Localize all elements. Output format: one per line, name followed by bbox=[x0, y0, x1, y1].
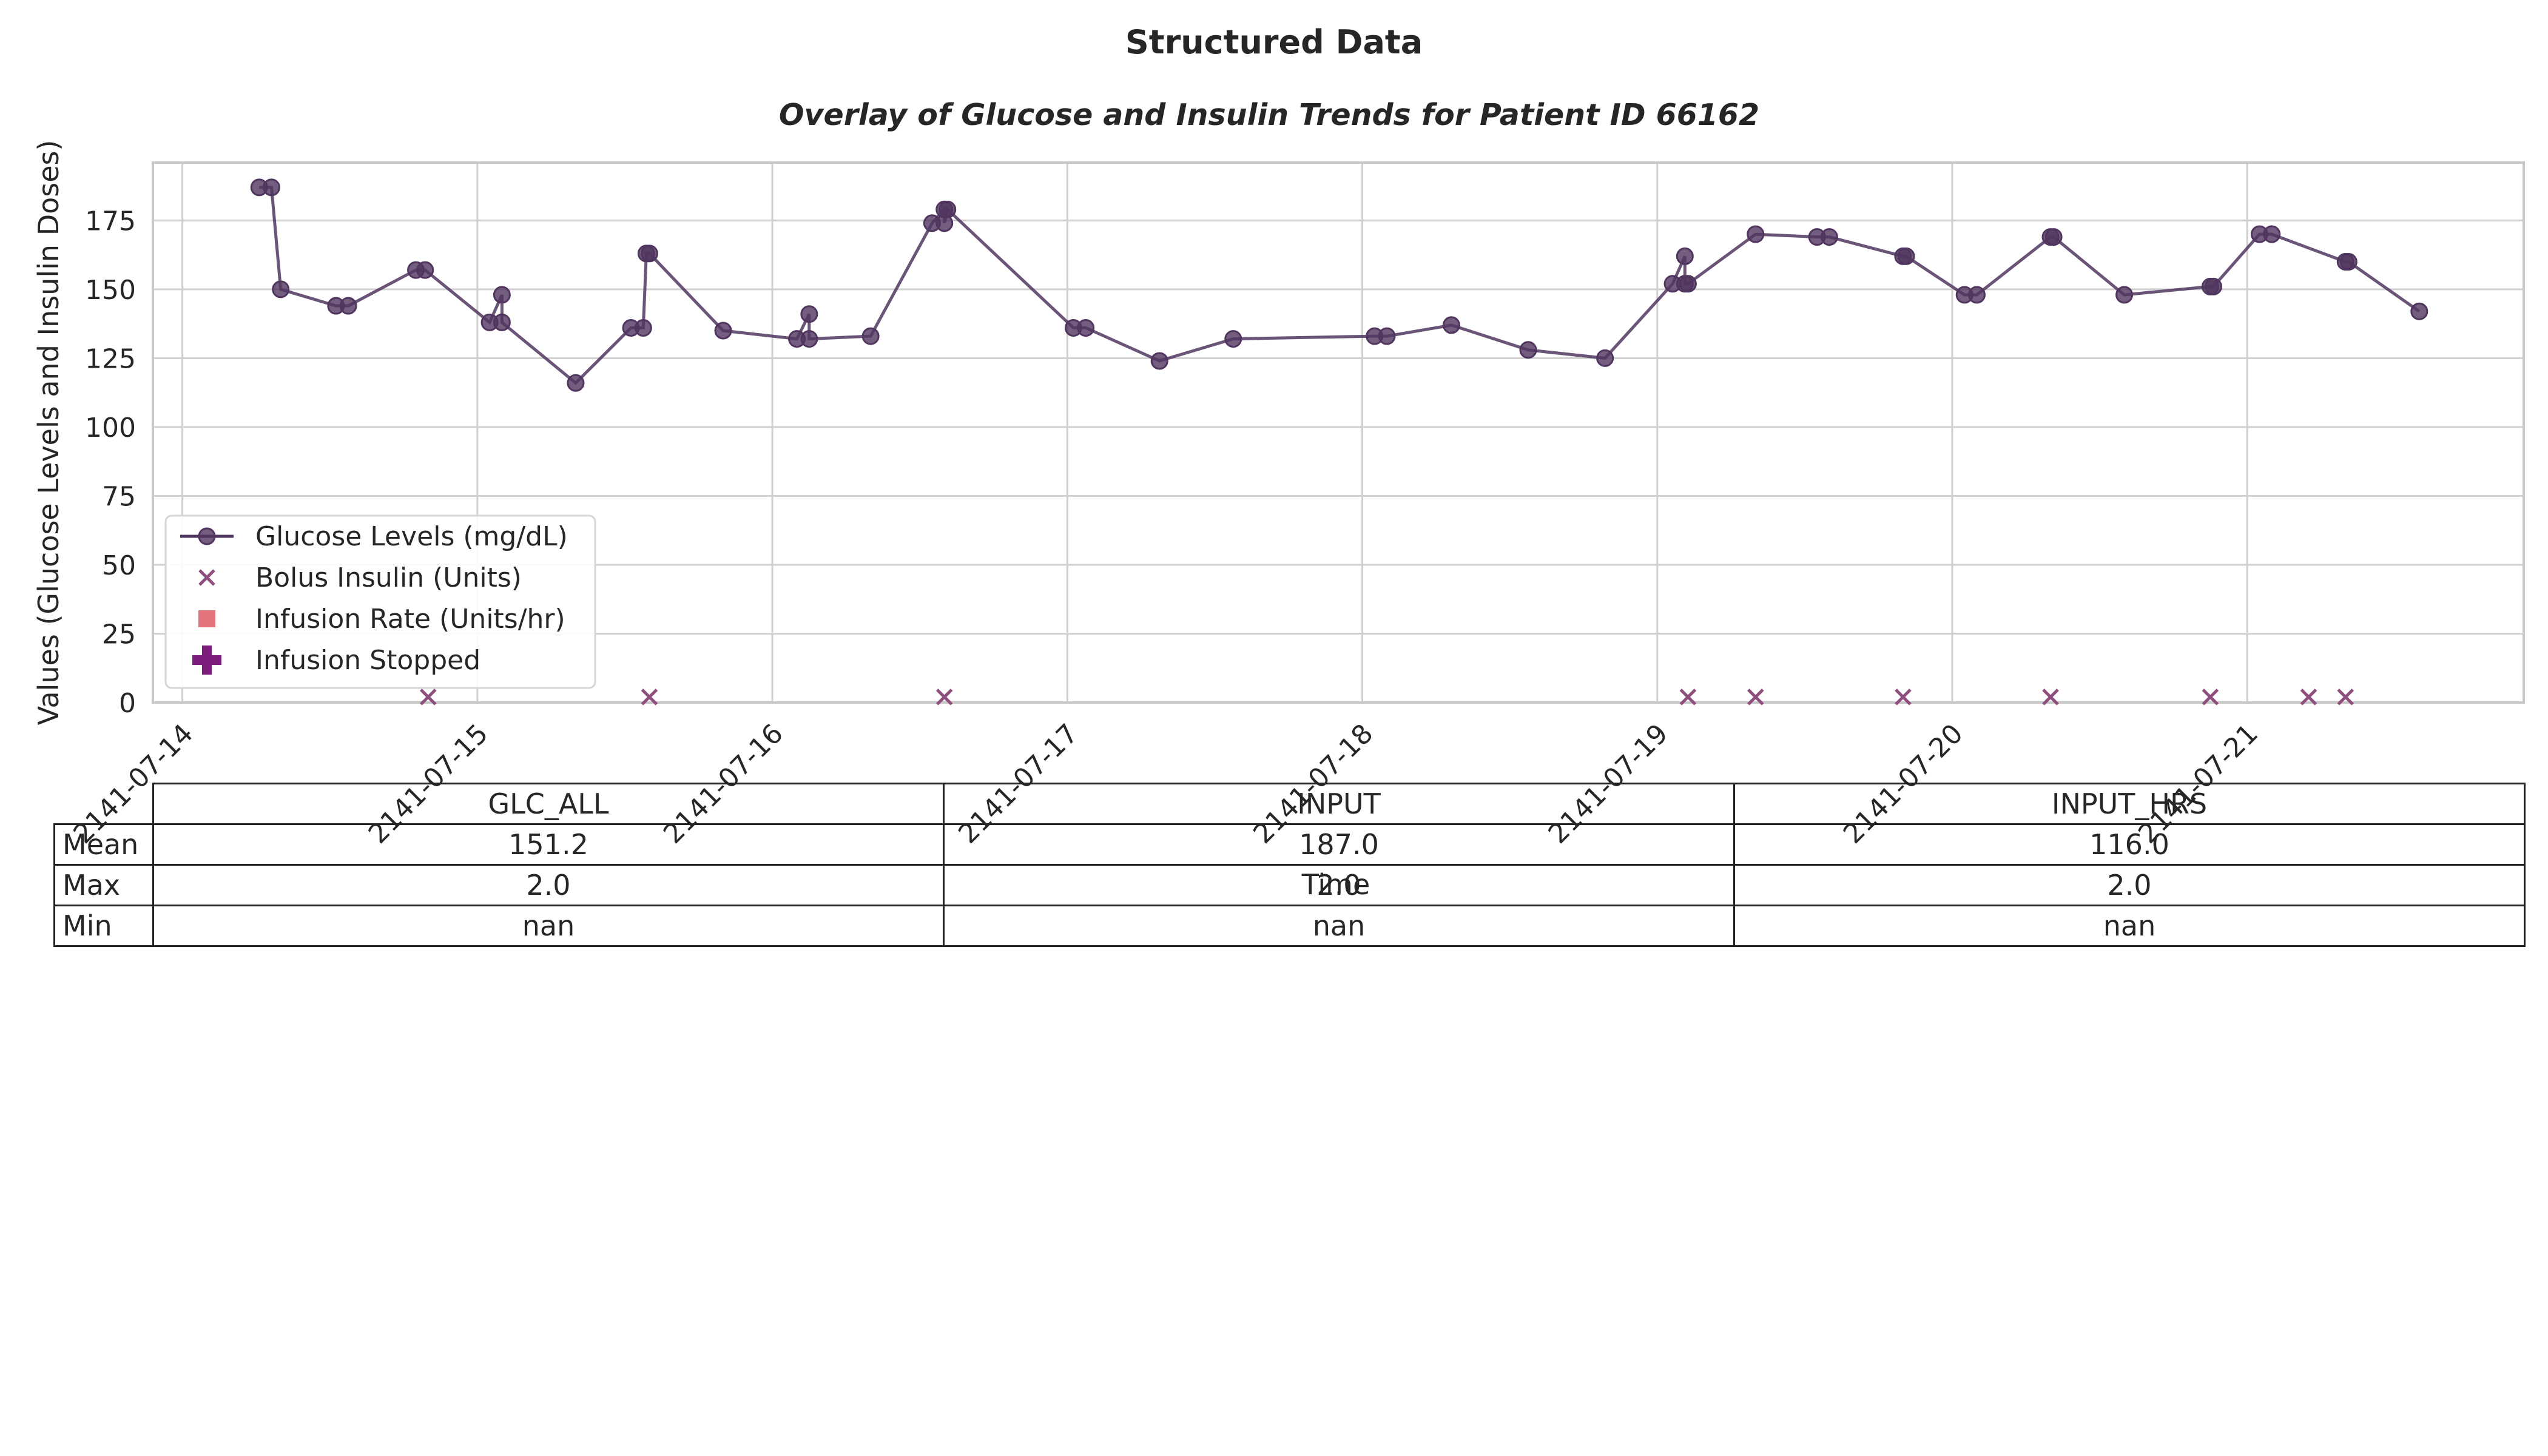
legend-label: Bolus Insulin (Units) bbox=[255, 562, 522, 593]
glucose-point bbox=[1747, 225, 1765, 243]
glucose-point bbox=[2044, 228, 2063, 246]
glucose-point bbox=[1519, 341, 1537, 359]
glucose-point bbox=[1077, 318, 1095, 337]
glucose-point bbox=[1967, 286, 1986, 304]
table-corner-cell bbox=[54, 783, 154, 825]
glucose-point bbox=[416, 261, 434, 279]
y-axis-ticks: 0 25 50 75 100 125 150 175 bbox=[85, 206, 136, 719]
legend-label: Infusion Stopped bbox=[255, 645, 480, 676]
table-cell: 151.2 bbox=[152, 823, 945, 866]
glucose-point bbox=[1676, 247, 1694, 265]
y-axis-label: Values (Glucose Levels and Insulin Doses… bbox=[32, 140, 65, 726]
table-cell: 2.0 bbox=[943, 864, 1735, 906]
glucose-point bbox=[800, 330, 818, 348]
y-tick-label: 100 bbox=[85, 413, 136, 443]
table-cell: nan bbox=[152, 905, 945, 947]
glucose-point bbox=[939, 200, 957, 218]
bolus-marker bbox=[2337, 689, 2354, 706]
table-row-label: Mean bbox=[53, 823, 154, 866]
legend-item: Glucose Levels (mg/dL) bbox=[180, 521, 568, 552]
glucose-point bbox=[2115, 286, 2134, 304]
table-cell: 116.0 bbox=[1733, 823, 2526, 866]
legend-label: Glucose Levels (mg/dL) bbox=[255, 521, 568, 552]
table-row: Mean 151.2 187.0 116.0 bbox=[53, 823, 2526, 866]
glucose-point bbox=[1442, 316, 1460, 334]
glucose-point bbox=[1224, 330, 1242, 348]
bolus-marker bbox=[1747, 689, 1764, 706]
glucose-point bbox=[634, 318, 652, 337]
glucose-point bbox=[1150, 352, 1168, 370]
bolus-marker bbox=[2202, 689, 2219, 706]
glucose-point bbox=[2204, 277, 2222, 295]
legend: Glucose Levels (mg/dL) Bolus Insulin (Uni… bbox=[164, 514, 596, 689]
glucose-point bbox=[800, 305, 818, 323]
table-cell: nan bbox=[943, 905, 1735, 947]
glucose-point bbox=[2410, 302, 2428, 320]
y-tick-label: 125 bbox=[85, 343, 136, 374]
bolus-marker bbox=[420, 689, 437, 706]
figure-title: Structured Data bbox=[1125, 23, 1423, 61]
y-tick-label: 150 bbox=[85, 275, 136, 306]
bolus-marker bbox=[2300, 689, 2317, 706]
table-header-row: GLC_ALL INPUT INPUT_HRS bbox=[54, 783, 2526, 825]
glucose-point bbox=[1820, 228, 1838, 246]
glucose-point bbox=[714, 322, 732, 340]
glucose-point bbox=[1596, 349, 1614, 367]
table-row: Min nan nan nan bbox=[53, 905, 2526, 947]
legend-label: Infusion Rate (Units/hr) bbox=[255, 604, 565, 635]
glucose-point bbox=[861, 327, 880, 345]
series-layer bbox=[250, 178, 2428, 706]
table-column-header: INPUT_HRS bbox=[1733, 783, 2526, 825]
glucose-point bbox=[339, 297, 357, 315]
bolus-marker bbox=[1895, 689, 1912, 706]
glucose-point bbox=[1897, 247, 1915, 265]
glucose-point bbox=[1679, 275, 1697, 293]
glucose-point bbox=[2339, 252, 2358, 271]
glucose-point bbox=[567, 374, 585, 392]
table-row-label: Max bbox=[53, 864, 154, 906]
legend-infusion-stopped-marker bbox=[192, 645, 221, 675]
legend-infusion-rate-marker bbox=[198, 610, 215, 627]
y-tick-label: 0 bbox=[119, 688, 136, 719]
bolus-marker bbox=[641, 689, 658, 706]
glucose-point bbox=[263, 178, 281, 197]
glucose-point bbox=[493, 286, 511, 304]
glucose-point bbox=[640, 244, 658, 263]
table-column-header: INPUT bbox=[943, 783, 1735, 825]
y-tick-label: 50 bbox=[102, 550, 136, 581]
y-tick-label: 175 bbox=[85, 206, 136, 237]
legend-box bbox=[164, 514, 596, 689]
glucose-line bbox=[259, 186, 2421, 385]
legend-item: Infusion Stopped bbox=[192, 645, 480, 676]
bolus-marker bbox=[935, 689, 953, 706]
table-cell: 2.0 bbox=[152, 864, 945, 906]
bolus-marker bbox=[1679, 689, 1697, 706]
glucose-point bbox=[272, 280, 290, 298]
plot-area bbox=[152, 161, 2525, 704]
glucose-point bbox=[493, 313, 511, 331]
stats-table: GLC_ALL INPUT INPUT_HRS Mean 151.2 187.0… bbox=[53, 783, 2526, 947]
legend-glucose-marker bbox=[198, 527, 216, 545]
legend-item: Bolus Insulin (Units) bbox=[198, 562, 522, 593]
table-cell: nan bbox=[1733, 905, 2526, 947]
table-row: Max 2.0 2.0 2.0 bbox=[53, 864, 2526, 906]
legend-item: Infusion Rate (Units/hr) bbox=[198, 604, 565, 635]
chart-title: Overlay of Glucose and Insulin Trends fo… bbox=[779, 98, 1759, 132]
y-tick-label: 75 bbox=[102, 481, 136, 512]
glucose-point bbox=[1378, 327, 1396, 345]
table-cell: 187.0 bbox=[943, 823, 1735, 866]
table-row-label: Min bbox=[53, 905, 154, 947]
bolus-marker bbox=[2042, 689, 2059, 706]
glucose-point bbox=[2263, 225, 2281, 243]
y-tick-label: 25 bbox=[102, 619, 136, 650]
table-column-header: GLC_ALL bbox=[152, 783, 945, 825]
table-cell: 2.0 bbox=[1733, 864, 2526, 906]
